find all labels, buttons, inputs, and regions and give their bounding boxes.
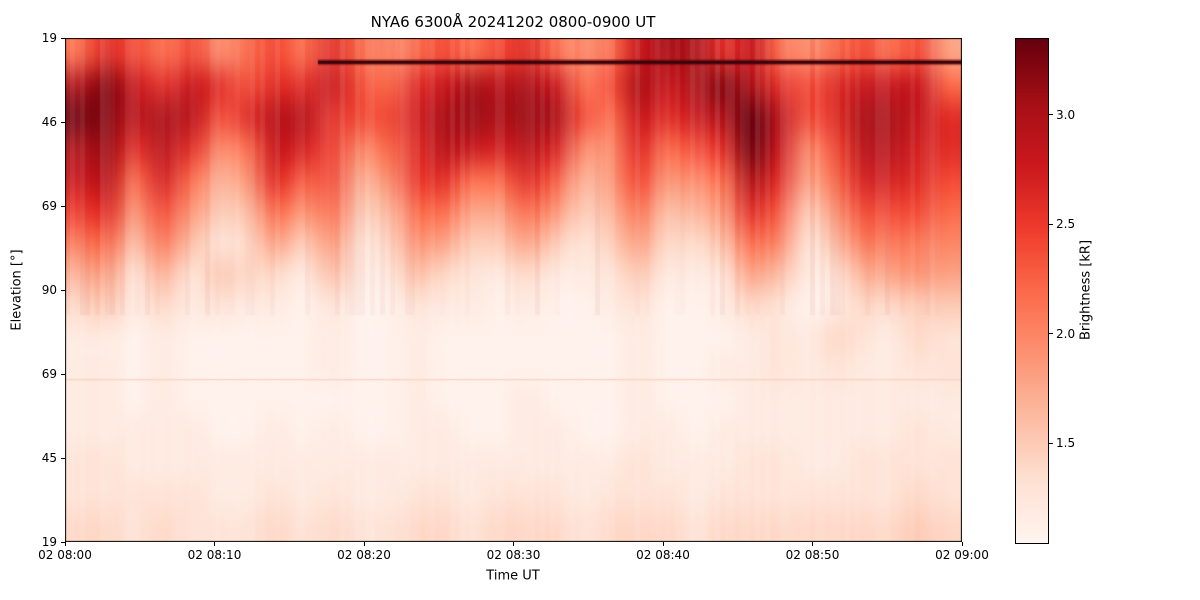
y-tick-label: 69 [41,199,57,213]
y-tick-mark [61,205,65,207]
x-tick-mark [363,542,365,546]
x-tick-label: 02 08:10 [187,548,242,562]
x-tick-mark [961,542,963,546]
x-axis-label: Time UT [486,568,540,584]
y-tick-mark [61,121,65,123]
y-tick-mark [61,289,65,291]
x-tick-mark [64,542,66,546]
colorbar-tick-label: 3.0 [1056,107,1076,122]
y-tick-label: 19 [41,31,57,45]
x-tick-label: 02 08:00 [38,548,92,562]
colorbar-tick-mark [1049,442,1053,444]
x-tick-label: 02 09:00 [935,548,989,562]
colorbar-tick-label: 2.5 [1056,217,1076,232]
x-tick-mark [662,542,664,546]
x-tick-mark [812,542,813,546]
y-axis-label: Elevation [°] [9,249,25,331]
colorbar-tick-label: 2.0 [1056,326,1076,341]
colorbar-tick-mark [1049,114,1053,116]
colorbar-canvas [1015,38,1049,544]
x-tick-label: 02 08:20 [337,548,391,562]
x-tick-label: 02 08:40 [636,548,690,562]
x-tick-mark [513,542,514,546]
colorbar-label: Brightness [kR] [1078,239,1094,341]
chart-title: NYA6 6300Å 20241202 0800-0900 UT [370,13,656,31]
y-tick-mark [61,457,65,459]
x-tick-mark [214,542,215,546]
y-tick-mark [61,373,65,375]
colorbar-tick-mark [1049,333,1053,335]
y-tick-label: 69 [41,367,57,381]
colorbar-tick-label: 1.5 [1056,436,1076,451]
y-tick-label: 90 [41,283,57,297]
colorbar-tick-mark [1049,223,1053,225]
heatmap-canvas [65,38,962,542]
x-tick-label: 02 08:50 [785,548,840,562]
y-tick-label: 45 [41,451,57,465]
x-tick-label: 02 08:30 [486,548,541,562]
y-tick-label: 46 [41,115,57,129]
y-tick-mark [61,37,65,39]
y-tick-mark [61,541,65,543]
y-tick-label: 19 [41,535,57,549]
